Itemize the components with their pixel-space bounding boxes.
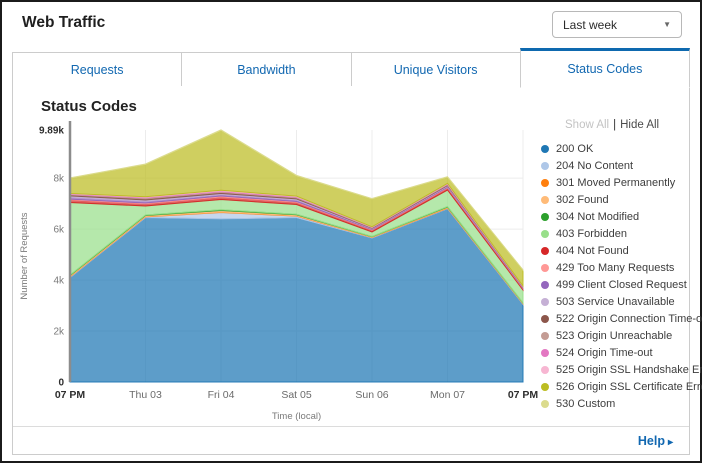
legend-dot-403-forbidden: [541, 229, 549, 238]
x-tick-label: Thu 03: [129, 389, 162, 401]
legend-label: 302 Found: [556, 193, 609, 206]
y-tick-label: 2k: [53, 327, 65, 338]
legend-dot-429-too-many-requests: [541, 263, 549, 272]
x-tick-label: 07 PM: [55, 389, 86, 401]
legend-dot-404-not-found: [541, 246, 549, 255]
legend-item-503-service-unavailable[interactable]: 503 Service Unavailable: [541, 293, 701, 310]
x-tick-label: Sat 05: [281, 389, 312, 401]
legend-item-429-too-many-requests[interactable]: 429 Too Many Requests: [541, 259, 701, 276]
area-530-custom: [69, 129, 524, 272]
chevron-down-icon: ▼: [663, 20, 671, 29]
time-range-value: Last week: [563, 17, 618, 32]
chart-title: Status Codes: [41, 98, 137, 115]
legend-dot-525-origin-ssl-handshake-error: [541, 365, 549, 374]
legend-label: 530 Custom: [556, 397, 616, 410]
legend-dot-200-ok: [541, 144, 549, 153]
status-codes-stacked-area-chart: 0 2k 4k 6k 8k 9.89k 07 PM Thu 03 Fri 04 Sat 05 Sun…: [19, 121, 539, 422]
legend-item-302-found[interactable]: 302 Found: [541, 191, 701, 208]
x-axis-title: Time (local): [272, 411, 321, 422]
legend-item-499-client-closed-request[interactable]: 499 Client Closed Request: [541, 276, 701, 293]
x-tick-label: Sun 06: [355, 389, 388, 401]
area-200-ok: [69, 208, 524, 383]
legend-item-522-origin-connection-time-out[interactable]: 522 Origin Connection Time-out: [541, 310, 702, 327]
y-tick-label: 4k: [53, 276, 65, 287]
legend-label: 523 Origin Unreachable: [556, 329, 673, 342]
legend-dot-499-client-closed-request: [541, 280, 549, 289]
y-tick-label: 6k: [53, 225, 65, 236]
time-range-select[interactable]: Last week ▼: [552, 11, 682, 38]
legend-item-530-custom[interactable]: 530 Custom: [541, 395, 701, 412]
legend-dot-204-no-content: [541, 161, 549, 170]
legend-label: 525 Origin SSL Handshake Error: [556, 363, 702, 376]
legend-dot-524-origin-time-out: [541, 348, 549, 357]
legend-item-204-no-content[interactable]: 204 No Content: [541, 157, 701, 174]
legend-label: 301 Moved Permanently: [556, 176, 676, 189]
legend-item-524-origin-time-out[interactable]: 524 Origin Time-out: [541, 344, 701, 361]
legend-item-403-forbidden[interactable]: 403 Forbidden: [541, 225, 701, 242]
legend-item-404-not-found[interactable]: 404 Not Found: [541, 242, 701, 259]
legend-item-523-origin-unreachable[interactable]: 523 Origin Unreachable: [541, 327, 701, 344]
y-tick-label: 8k: [53, 174, 65, 185]
legend-label: 526 Origin SSL Certificate Error: [556, 380, 702, 393]
legend-dot-526-origin-ssl-certificate-error: [541, 382, 549, 391]
legend-dot-301-moved-permanently: [541, 178, 549, 187]
legend-label: 404 Not Found: [556, 244, 629, 257]
legend-item-525-origin-ssl-handshake-error[interactable]: 525 Origin SSL Handshake Error: [541, 361, 702, 378]
hide-all-link[interactable]: Hide All: [620, 119, 660, 131]
y-tick-label: 9.89k: [39, 126, 64, 137]
help-link[interactable]: Help ▸: [637, 433, 673, 448]
legend-dot-523-origin-unreachable: [541, 331, 549, 340]
legend-item-200-ok[interactable]: 200 OK: [541, 140, 701, 157]
legend-label: 524 Origin Time-out: [556, 346, 653, 359]
legend-label: 204 No Content: [556, 159, 634, 172]
panel-footer: Help ▸: [13, 426, 689, 454]
legend: Show All | Hide All 200 OK 204 No Content 30…: [541, 119, 702, 412]
legend-label: 503 Service Unavailable: [556, 295, 675, 308]
legend-item-301-moved-permanently[interactable]: 301 Moved Permanently: [541, 174, 701, 191]
tab-unique-visitors[interactable]: Unique Visitors: [350, 52, 521, 87]
y-tick-label: 0: [58, 378, 64, 389]
tab-status-codes[interactable]: Status Codes: [519, 48, 690, 88]
legend-item-list: 200 OK 204 No Content 301 Moved Permanentl…: [541, 140, 702, 412]
legend-dot-304-not-modified: [541, 212, 549, 221]
legend-dot-503-service-unavailable: [541, 297, 549, 306]
chart-panel: Status Codes 0 2k 4k 6k 8k 9.89k 07 PM Thu 03 Fr…: [12, 86, 702, 455]
legend-controls: Show All | Hide All: [541, 119, 701, 131]
x-tick-label: 07 PM: [508, 389, 539, 401]
tab-requests[interactable]: Requests: [12, 52, 183, 87]
legend-label: 304 Not Modified: [556, 210, 640, 223]
x-tick-label: Fri 04: [208, 389, 235, 401]
legend-dot-522-origin-connection-time-out: [541, 314, 549, 323]
y-axis-title: Number of Requests: [19, 212, 30, 299]
tab-bar: Requests Bandwidth Unique Visitors Status C…: [12, 48, 690, 88]
legend-dot-302-found: [541, 195, 549, 204]
tab-bandwidth[interactable]: Bandwidth: [181, 52, 352, 87]
legend-item-526-origin-ssl-certificate-error[interactable]: 526 Origin SSL Certificate Error: [541, 378, 702, 395]
legend-label: 403 Forbidden: [556, 227, 627, 240]
legend-label: 429 Too Many Requests: [556, 261, 675, 274]
show-all-link[interactable]: Show All: [565, 119, 610, 131]
help-arrow-icon: ▸: [667, 436, 673, 448]
legend-divider: |: [613, 119, 617, 131]
legend-label: 522 Origin Connection Time-out: [556, 312, 702, 325]
legend-label: 499 Client Closed Request: [556, 278, 687, 291]
page-title: Web Traffic: [22, 14, 106, 31]
x-tick-label: Mon 07: [430, 389, 465, 401]
legend-item-304-not-modified[interactable]: 304 Not Modified: [541, 208, 701, 225]
legend-label: 200 OK: [556, 142, 594, 155]
legend-dot-530-custom: [541, 399, 549, 408]
